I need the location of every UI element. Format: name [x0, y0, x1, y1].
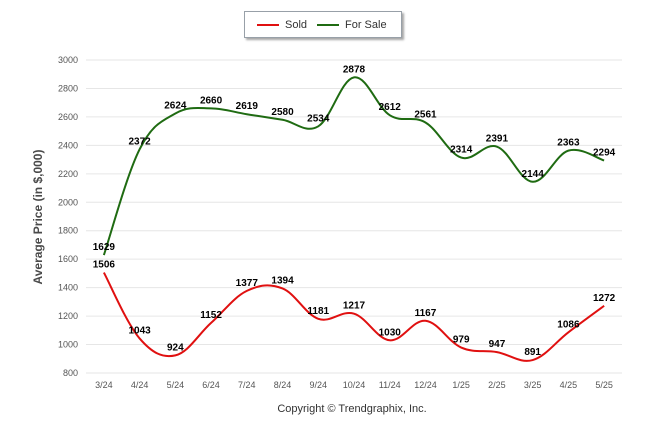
legend-item-sold[interactable]: Sold: [257, 12, 307, 37]
data-label: 1043: [128, 325, 151, 336]
series-lines: [102, 76, 605, 362]
data-label: 947: [489, 339, 506, 350]
y-tick-label: 3000: [58, 55, 78, 65]
legend-item-for-sale[interactable]: For Sale: [317, 12, 387, 37]
data-label: 2580: [271, 107, 294, 118]
data-label: 1394: [271, 275, 294, 286]
data-label: 2294: [593, 147, 616, 158]
y-axis-ticks: 800 1000 1200 1400 1600 1800 2000 2200 2400 2600 2…: [58, 55, 78, 378]
x-tick-label: 4/25: [560, 380, 578, 390]
x-tick-label: 3/25: [524, 380, 542, 390]
y-tick-label: 2000: [58, 197, 78, 207]
data-label: 2624: [164, 100, 187, 111]
data-label: 1629: [93, 242, 116, 253]
data-label: 924: [167, 342, 184, 353]
y-tick-label: 2200: [58, 169, 78, 179]
x-tick-label: 5/24: [167, 380, 185, 390]
data-label: 891: [524, 347, 541, 358]
x-tick-label: 2/25: [488, 380, 506, 390]
x-tick-label: 5/25: [595, 380, 613, 390]
y-tick-label: 2800: [58, 83, 78, 93]
data-label: 979: [453, 335, 470, 346]
data-label: 2660: [200, 95, 223, 106]
data-labels: 1506 1043 924 1152 1377 1394 1181 1217 1030 1167 9…: [93, 64, 616, 358]
x-tick-label: 11/24: [379, 380, 401, 390]
x-axis-ticks: 3/24 4/24 5/24 6/24 7/24 8/24 9/24 10/24 11/24 12…: [95, 380, 613, 390]
y-tick-label: 1000: [58, 340, 78, 350]
x-tick-label: 12/24: [414, 380, 437, 390]
y-axis-label: Average Price (in $,000): [31, 150, 45, 285]
grid-lines: [86, 59, 622, 374]
data-label: 1377: [236, 278, 259, 289]
data-label: 2314: [450, 145, 473, 156]
x-tick-label: 6/24: [202, 380, 220, 390]
data-label: 2619: [236, 101, 259, 112]
data-label: 1086: [557, 319, 580, 330]
x-tick-label: 8/24: [274, 380, 292, 390]
y-tick-label: 2400: [58, 140, 78, 150]
series-line-for-sale: [102, 76, 605, 256]
y-tick-label: 1600: [58, 254, 78, 264]
x-tick-label: 9/24: [310, 380, 328, 390]
legend-swatch-for-sale: [317, 23, 339, 26]
x-tick-label: 1/25: [452, 380, 470, 390]
data-label: 1506: [93, 260, 116, 271]
data-label: 1217: [343, 301, 366, 312]
data-label: 2363: [557, 138, 580, 149]
legend-swatch-sold: [257, 23, 279, 26]
x-tick-label: 4/24: [131, 380, 149, 390]
data-label: 2561: [414, 109, 437, 120]
data-label: 1272: [593, 293, 616, 304]
data-label: 1152: [200, 310, 222, 321]
data-label: 2534: [307, 113, 330, 124]
x-tick-label: 10/24: [343, 380, 366, 390]
data-label: 2144: [522, 169, 545, 180]
y-tick-label: 2600: [58, 112, 78, 122]
x-tick-label: 3/24: [95, 380, 113, 390]
legend-label-sold: Sold: [285, 18, 308, 31]
legend-label-for-sale: For Sale: [345, 18, 387, 31]
data-label: 1167: [415, 308, 437, 319]
data-label: 2612: [379, 102, 402, 113]
data-label: 1030: [379, 327, 402, 338]
data-label: 2391: [486, 134, 509, 145]
data-label: 2878: [343, 64, 366, 75]
y-tick-label: 1200: [58, 311, 78, 321]
series-line-sold: [102, 272, 605, 362]
data-label: 1181: [307, 306, 329, 317]
y-tick-label: 1800: [58, 226, 78, 236]
legend: Sold For Sale: [244, 11, 402, 38]
copyright-credit: Copyright © Trendgraphix, Inc.: [277, 403, 426, 415]
x-tick-label: 7/24: [238, 380, 256, 390]
data-label: 2372: [128, 136, 151, 147]
y-tick-label: 800: [63, 368, 78, 378]
y-tick-label: 1400: [58, 283, 78, 293]
